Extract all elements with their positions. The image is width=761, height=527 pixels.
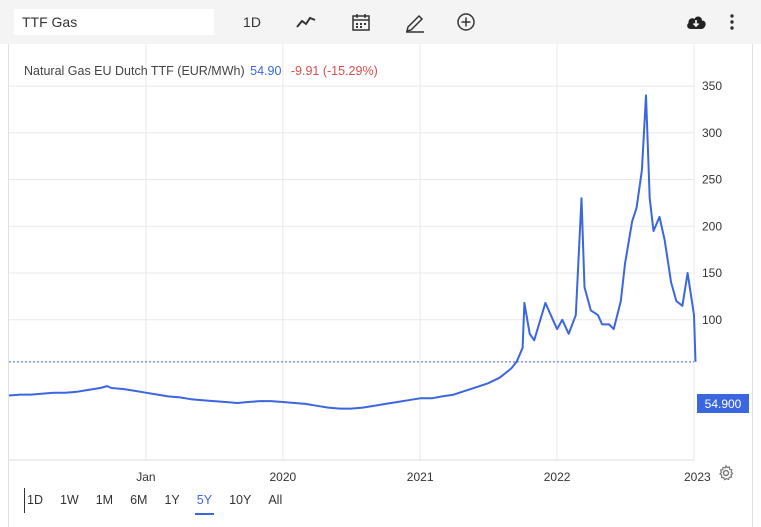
y-tick-label: 200 (702, 219, 722, 233)
y-axis-ticks: 100 150 200 250 300 350 (702, 79, 722, 327)
y-tick-label: 250 (702, 173, 722, 187)
more-vertical-icon[interactable] (722, 8, 742, 36)
range-10y-button[interactable]: 10Y (229, 493, 252, 507)
x-tick-label: 2021 (407, 470, 434, 484)
x-tick-label: Jan (136, 470, 155, 484)
range-5y-button[interactable]: 5Y (194, 488, 215, 515)
x-tick-label: 2022 (544, 470, 571, 484)
y-tick-label: 150 (702, 266, 722, 280)
last-price-tag: 54.900 (697, 394, 749, 413)
x-axis-ticks: Jan 2020 2021 2022 2023 (136, 470, 711, 484)
chart-frame (8, 44, 753, 527)
chart-legend: Natural Gas EU Dutch TTF (EUR/MWh) 54.90… (24, 64, 378, 78)
legend-change: -9.91 (-15.29%) (290, 64, 378, 78)
range-selector: 1D 1W 1M 6M 1Y 5Y 10Y All (24, 488, 297, 518)
y-tick-label: 100 (702, 313, 722, 327)
cloud-download-icon[interactable] (684, 8, 708, 36)
grid-lines (9, 44, 695, 461)
range-all-button[interactable]: All (268, 493, 283, 507)
range-1y-button[interactable]: 1Y (164, 493, 180, 507)
settings-gear-icon[interactable] (717, 464, 735, 482)
line-chart-icon[interactable] (294, 8, 318, 36)
range-1d-button[interactable]: 1D (24, 488, 45, 513)
symbol-search-input[interactable] (14, 9, 214, 35)
interval-button[interactable]: 1D (243, 14, 261, 30)
add-circle-icon[interactable] (454, 8, 478, 36)
range-1w-button[interactable]: 1W (59, 493, 79, 507)
range-6m-button[interactable]: 6M (130, 493, 148, 507)
toolbar: 1D (0, 0, 761, 44)
x-tick-label: 2020 (269, 470, 296, 484)
price-series-line (8, 94, 697, 410)
y-tick-label: 350 (702, 79, 722, 93)
y-tick-label: 300 (702, 126, 722, 140)
range-1m-button[interactable]: 1M (95, 493, 114, 507)
pencil-icon[interactable] (403, 8, 427, 36)
legend-last-price: 54.90 (250, 64, 282, 78)
x-tick-label: 2023 (684, 470, 711, 484)
calendar-icon[interactable] (349, 8, 373, 36)
legend-instrument-name: Natural Gas EU Dutch TTF (EUR/MWh) (24, 64, 245, 78)
